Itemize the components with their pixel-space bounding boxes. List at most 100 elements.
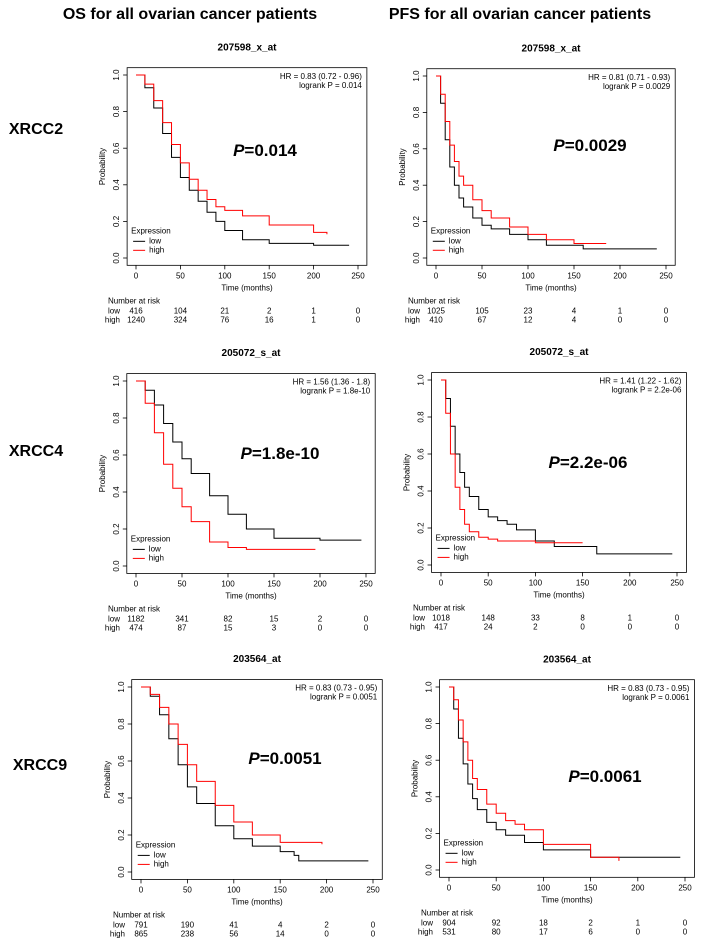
x-tick-label: 200 — [307, 271, 321, 280]
y-tick-label: 0.4 — [117, 792, 126, 804]
y-tick-label: 0.0 — [412, 252, 421, 264]
risk-value: 15 — [270, 615, 279, 624]
risk-value: 82 — [224, 615, 233, 624]
y-tick-label: 0.8 — [112, 412, 121, 424]
p-rest: =1.8e-10 — [252, 444, 320, 463]
x-tick-label: 150 — [576, 579, 590, 588]
risk-row-label: high — [405, 315, 420, 324]
legend-label: low — [449, 236, 461, 245]
x-axis-label: Time (months) — [231, 898, 283, 907]
p-italic: P — [553, 136, 565, 155]
x-tick-label: 250 — [351, 271, 365, 280]
x-tick-label: 200 — [631, 883, 645, 892]
hr-text: HR = 0.81 (0.71 - 0.93) — [588, 73, 670, 82]
p-rest: =0.014 — [244, 141, 297, 160]
legend-label: low — [149, 545, 161, 554]
risk-value: 0 — [683, 927, 688, 936]
risk-value: 104 — [174, 306, 188, 315]
risk-value: 2 — [318, 615, 323, 624]
y-tick-label: 0.2 — [112, 215, 121, 227]
chart-title: 207598_x_at — [218, 42, 278, 53]
x-tick-label: 150 — [263, 271, 277, 280]
y-tick-label: 0.4 — [417, 485, 426, 497]
risk-value: 0 — [675, 614, 680, 623]
risk-title: Number at risk — [413, 604, 466, 613]
risk-value: 4 — [572, 315, 577, 324]
risk-value: 0 — [364, 615, 369, 624]
y-tick-label: 0.6 — [412, 143, 421, 155]
risk-value: 80 — [492, 927, 501, 936]
risk-value: 2 — [533, 623, 538, 632]
y-tick-label: 0.0 — [417, 559, 426, 571]
risk-value: 0 — [636, 927, 641, 936]
x-tick-label: 0 — [134, 580, 139, 589]
p-italic: P — [549, 453, 561, 472]
x-tick-label: 150 — [567, 271, 581, 280]
y-tick-label: 0.2 — [425, 827, 434, 839]
x-tick-label: 150 — [584, 883, 598, 892]
risk-title: Number at risk — [421, 908, 474, 917]
y-tick-label: 0.8 — [117, 718, 126, 730]
y-tick-label: 0.2 — [412, 215, 421, 227]
logrank-text: logrank P = 0.0061 — [622, 693, 690, 702]
p-rest: =0.0061 — [580, 767, 642, 786]
risk-value: 21 — [220, 306, 229, 315]
x-axis-label: Time (months) — [525, 283, 577, 292]
x-tick-label: 200 — [623, 579, 637, 588]
y-tick-label: 1.0 — [417, 374, 426, 386]
risk-value: 324 — [174, 315, 188, 324]
risk-value: 0 — [371, 930, 376, 939]
survival-curve — [449, 686, 620, 861]
x-tick-label: 100 — [221, 580, 235, 589]
y-tick-label: 1.0 — [425, 681, 434, 693]
column-header: OS for all ovarian cancer patients — [63, 6, 317, 23]
x-tick-label: 250 — [659, 271, 673, 280]
risk-row-label: low — [113, 921, 125, 930]
x-tick-label: 100 — [218, 271, 232, 280]
plot-frame — [131, 679, 383, 880]
row-label: XRCC4 — [9, 443, 63, 460]
y-tick-label: 0.2 — [417, 522, 426, 534]
risk-value: 148 — [482, 614, 496, 623]
risk-value: 1 — [311, 315, 316, 324]
risk-value: 76 — [220, 315, 229, 324]
risk-value: 16 — [265, 315, 274, 324]
risk-value: 1182 — [127, 615, 145, 624]
column-header: PFS for all ovarian cancer patients — [389, 6, 651, 23]
x-tick-label: 200 — [313, 580, 327, 589]
legend-title: Expression — [136, 841, 176, 850]
logrank-text: logrank P = 1.8e-10 — [300, 387, 370, 396]
risk-value: 3 — [272, 624, 277, 633]
risk-value: 341 — [175, 615, 189, 624]
x-tick-label: 250 — [678, 883, 692, 892]
survival-curve — [449, 686, 681, 858]
risk-row-label: high — [105, 315, 120, 324]
risk-value: 1 — [636, 918, 641, 927]
risk-value: 1240 — [127, 315, 145, 324]
risk-title: Number at risk — [408, 296, 461, 305]
chart-title: 203564_at — [543, 654, 591, 665]
y-tick-label: 0.6 — [417, 448, 426, 460]
risk-value: 0 — [356, 306, 361, 315]
x-tick-label: 0 — [439, 579, 444, 588]
x-tick-label: 0 — [434, 271, 439, 280]
y-tick-label: 0.6 — [112, 449, 121, 461]
y-tick-label: 0.2 — [117, 829, 126, 841]
legend-label: high — [154, 860, 169, 869]
x-tick-label: 50 — [176, 271, 185, 280]
x-axis-label: Time (months) — [533, 591, 585, 600]
survival-curve — [136, 380, 362, 541]
legend-title: Expression — [431, 226, 471, 235]
risk-value: 17 — [539, 927, 548, 936]
risk-value: 67 — [478, 315, 487, 324]
risk-value: 416 — [129, 306, 143, 315]
survival-curve — [136, 380, 316, 550]
survival-curve — [141, 686, 323, 845]
y-axis-label: Probability — [98, 148, 107, 185]
risk-value: 33 — [531, 614, 540, 623]
risk-value: 865 — [134, 930, 148, 939]
risk-value: 238 — [181, 930, 195, 939]
legend-label: high — [454, 553, 469, 562]
risk-value: 2 — [324, 921, 329, 930]
